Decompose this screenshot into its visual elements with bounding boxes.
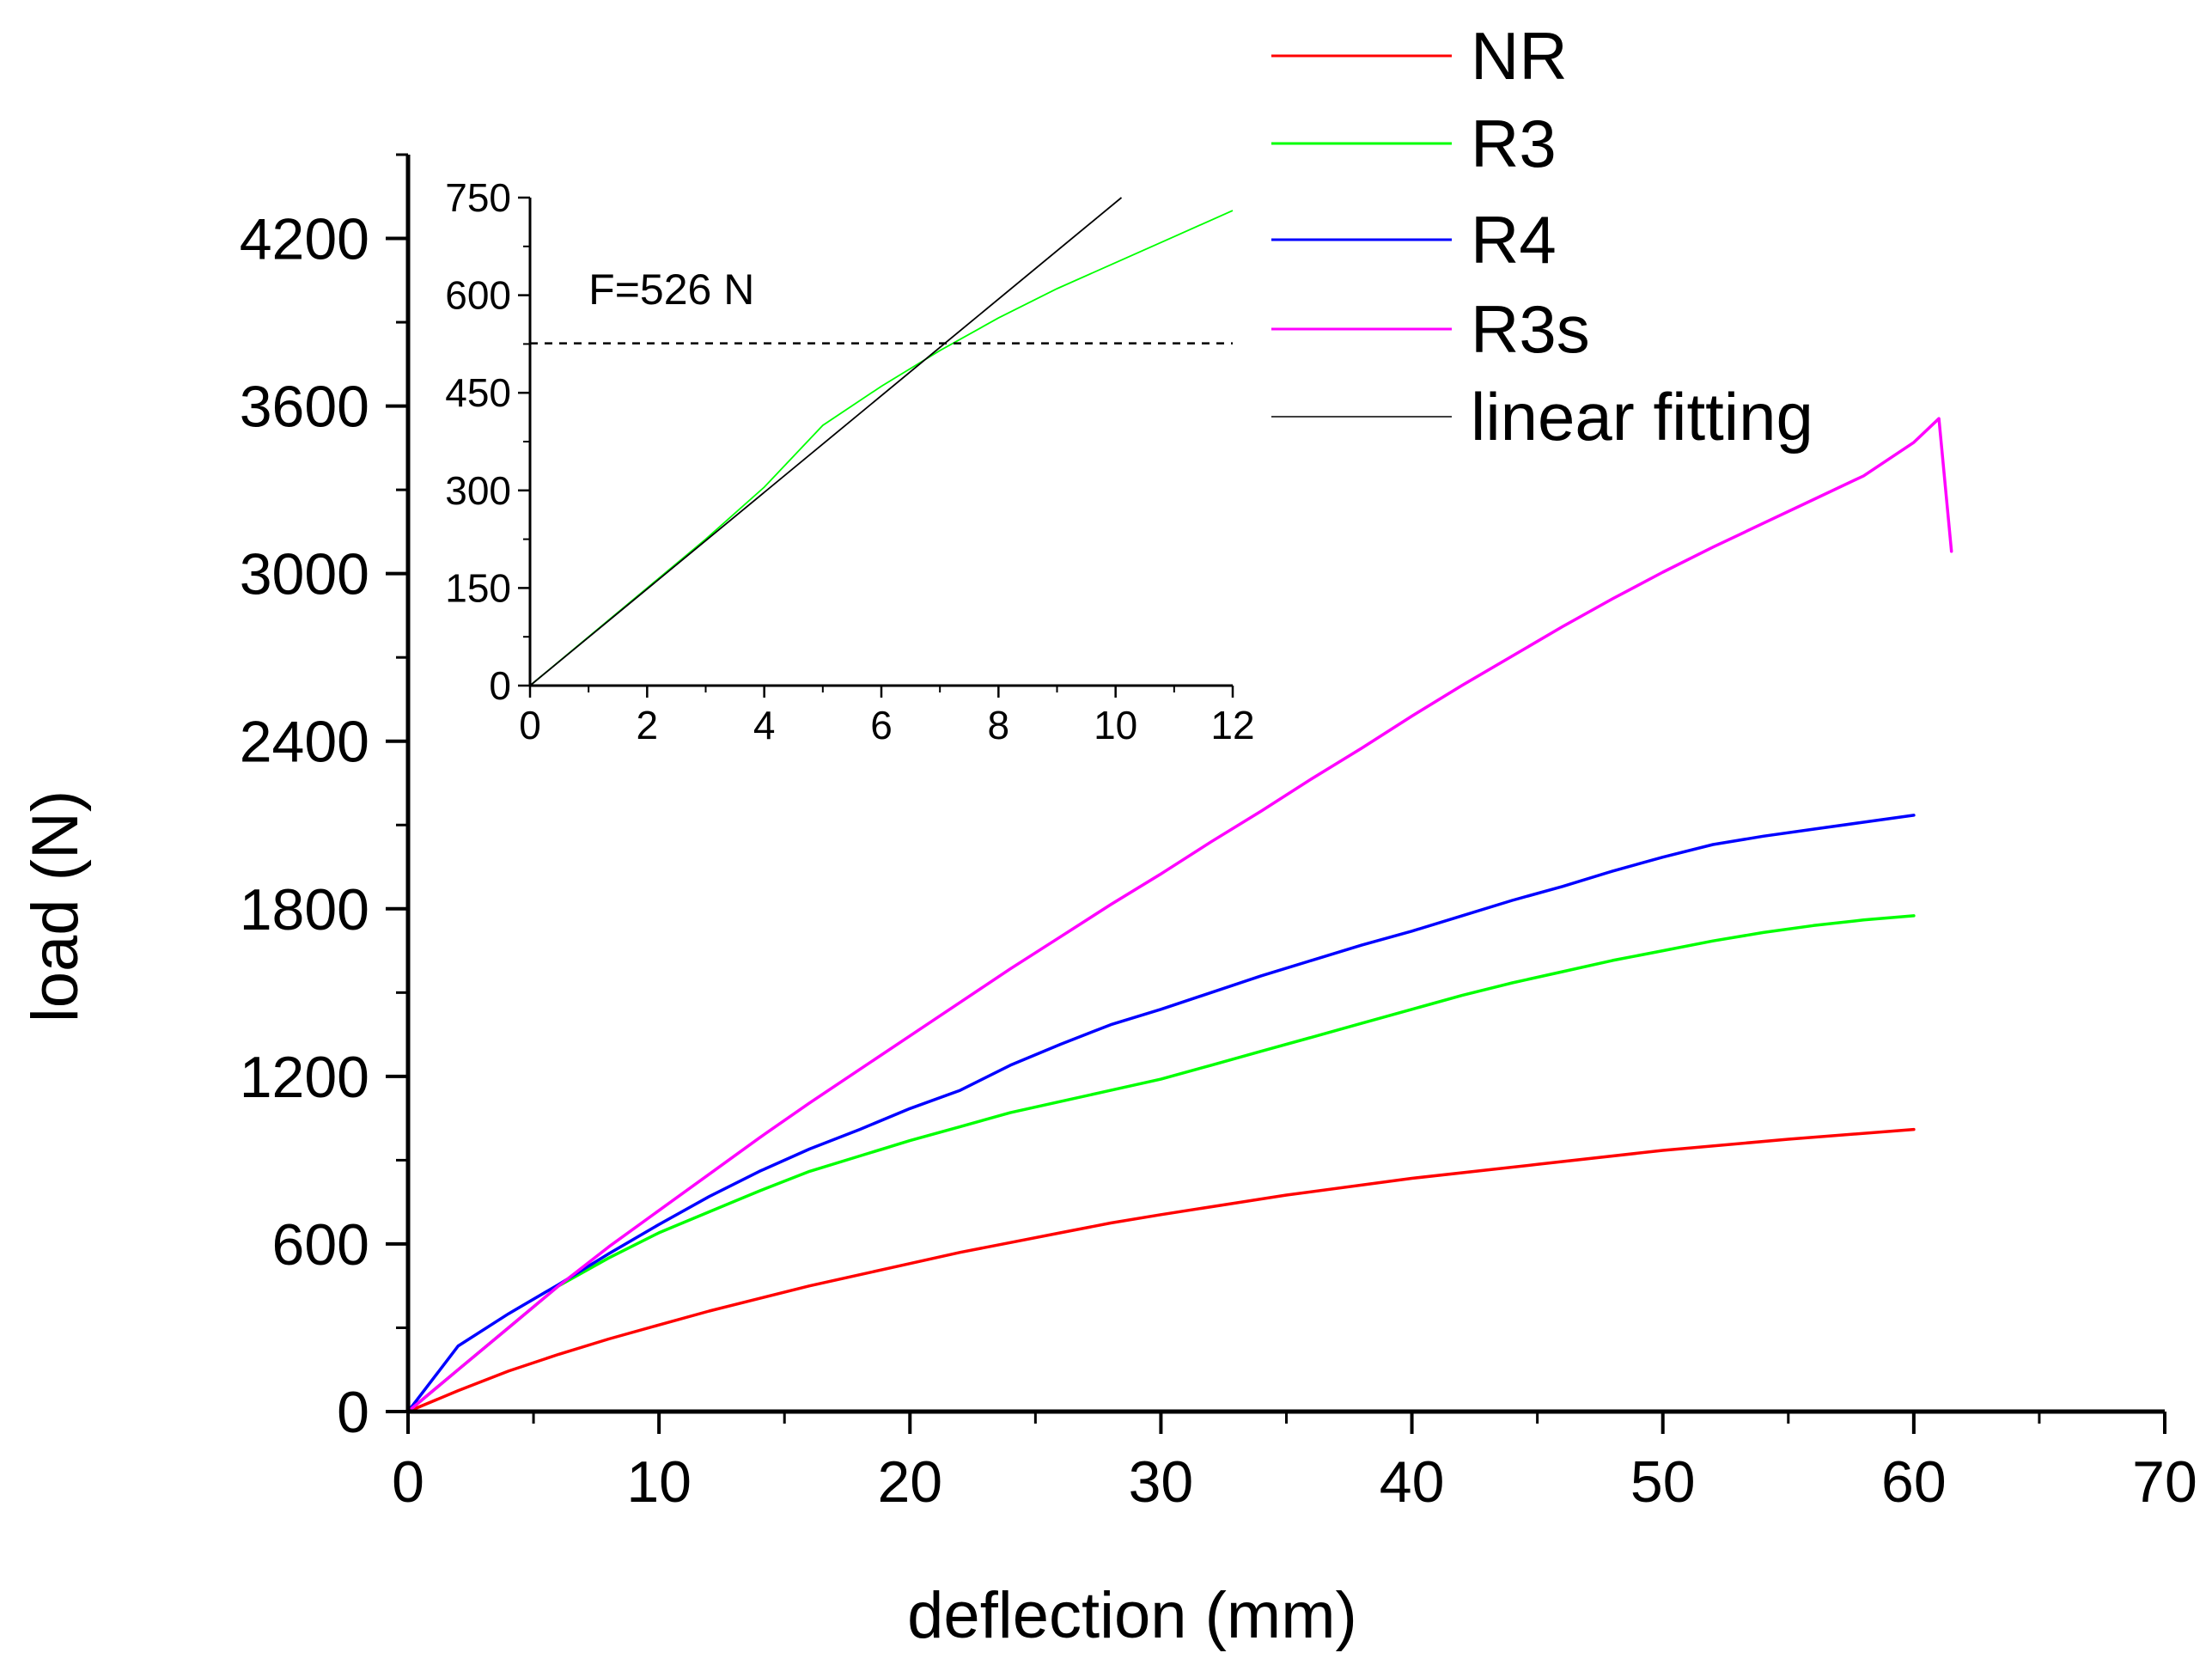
main-x-tick-label: 0 [392, 1449, 424, 1515]
main-chart: 0 10 20 30 40 50 60 70 060012001800240030003600… [19, 153, 2197, 1652]
inset-y-ticks: 0 150 300 450 600 750 [445, 175, 530, 708]
legend-entry-r4: R4 [1271, 202, 1557, 278]
series-line-r4 [406, 814, 1916, 1413]
legend-label-r4: R4 [1471, 202, 1557, 278]
inset-y-tick-label: 150 [445, 565, 511, 610]
series-line-r3s [406, 417, 1953, 1413]
main-x-tick-label: 50 [1630, 1449, 1696, 1515]
inset-x-tick-label: 0 [519, 703, 541, 747]
y-axis-title: load (N) [19, 790, 92, 1022]
legend-entry-linear-fitting: linear fitting [1271, 379, 1813, 454]
main-y-ticks: 0 600 1200 1800 2400 3000 3600 4200 [240, 153, 408, 1445]
inset-y-tick-label: 600 [445, 273, 511, 318]
inset-chart: 0 2 4 6 8 10 12 0 150 300 450 600 750 F=526 N [445, 175, 1254, 747]
series-line-r3 [406, 914, 1916, 1413]
inset-y-tick-label: 0 [489, 663, 511, 708]
inset-x-tick-label: 6 [870, 703, 893, 747]
inset-x-tick-label: 12 [1210, 703, 1254, 747]
inset-x-tick-label: 4 [753, 703, 776, 747]
legend-label-nr: NR [1471, 18, 1568, 94]
main-x-ticks: 0 10 20 30 40 50 60 70 [392, 1412, 2197, 1515]
legend-entry-r3: R3 [1271, 106, 1557, 181]
legend-entry-r3s: R3s [1271, 291, 1590, 367]
inset-x-tick-label: 8 [988, 703, 1010, 747]
main-axes [405, 155, 2165, 1414]
main-y-tick-label: 1800 [240, 877, 369, 942]
main-x-tick-label: 30 [1129, 1449, 1194, 1515]
inset-x-ticks: 0 2 4 6 8 10 12 [519, 686, 1255, 747]
main-x-tick-label: 40 [1380, 1449, 1445, 1515]
main-y-tick-label: 4200 [240, 207, 369, 272]
inset-annotation-force: F=526 N [588, 265, 754, 314]
legend-entry-nr: NR [1271, 18, 1568, 94]
main-y-tick-label: 1200 [240, 1045, 369, 1110]
series-line-nr [406, 1127, 1916, 1413]
legend-label-r3s: R3s [1471, 291, 1590, 367]
x-axis-title: deflection (mm) [907, 1579, 1357, 1652]
main-y-tick-label: 3000 [240, 542, 369, 607]
main-y-tick-label: 0 [337, 1380, 369, 1445]
legend-label-r3: R3 [1471, 106, 1557, 181]
main-y-tick-label: 3600 [240, 375, 369, 440]
inset-x-tick-label: 2 [637, 703, 659, 747]
inset-x-tick-label: 10 [1094, 703, 1137, 747]
main-x-tick-label: 70 [2132, 1449, 2197, 1515]
legend: NR R3 R4 R3s linear fitting [1271, 18, 1813, 454]
inset-y-tick-label: 750 [445, 175, 511, 220]
inset-y-tick-label: 300 [445, 468, 511, 513]
main-x-tick-label: 20 [877, 1449, 942, 1515]
main-series-group [406, 417, 1953, 1413]
main-y-tick-label: 2400 [240, 710, 369, 775]
main-x-tick-label: 60 [1881, 1449, 1947, 1515]
legend-label-linear-fitting: linear fitting [1471, 379, 1813, 454]
main-x-tick-label: 10 [626, 1449, 692, 1515]
inset-y-tick-label: 450 [445, 370, 511, 415]
inset-series-group [529, 197, 1234, 686]
main-y-tick-label: 600 [272, 1212, 369, 1278]
inset-series-line-linear-fitting [529, 197, 1123, 686]
